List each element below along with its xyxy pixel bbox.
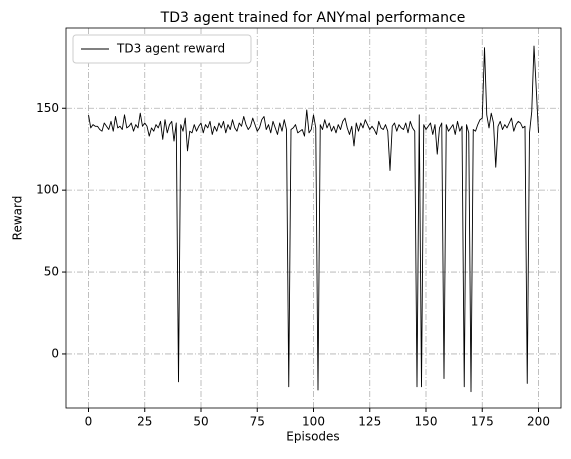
x-tick-label: 125 (358, 415, 381, 429)
legend-box (72, 34, 252, 64)
chart-title: TD3 agent trained for ANYmal performance (160, 10, 466, 26)
legend: TD3 agent reward (72, 34, 252, 64)
x-tick-label: 100 (302, 415, 325, 429)
line-series (88, 45, 539, 393)
x-tick-label: 175 (471, 415, 494, 429)
y-axis-label: Reward (11, 196, 25, 241)
x-tick-label: 50 (193, 415, 208, 429)
x-axis-label: Episodes (286, 430, 339, 444)
x-tick-label: 150 (415, 415, 438, 429)
legend-label: TD3 agent reward (116, 42, 225, 56)
y-tick-label: 50 (44, 265, 59, 279)
plot-frame (65, 27, 562, 409)
y-tick-label: 100 (36, 183, 59, 197)
x-tick-label: 0 (85, 415, 93, 429)
x-tick-label: 200 (527, 415, 550, 429)
x-tick-label: 75 (250, 415, 265, 429)
y-tick-label: 0 (51, 346, 59, 360)
x-tick-label: 25 (137, 415, 152, 429)
y-tick-label: 150 (36, 101, 59, 115)
